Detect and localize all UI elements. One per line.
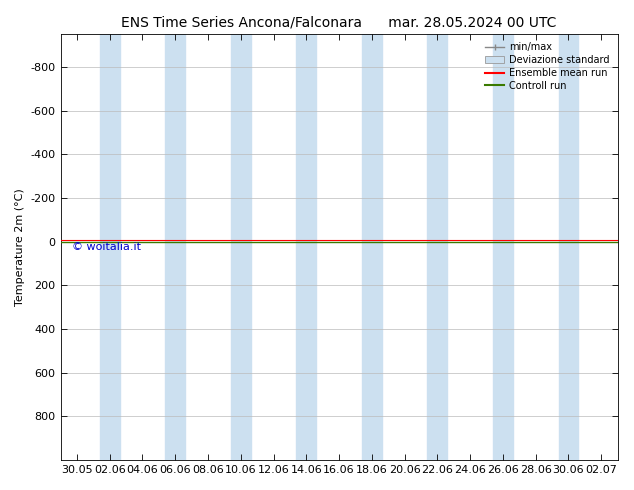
Title: ENS Time Series Ancona/Falconara      mar. 28.05.2024 00 UTC: ENS Time Series Ancona/Falconara mar. 28…: [121, 15, 557, 29]
Bar: [165, 34, 185, 460]
Bar: [493, 34, 513, 460]
Bar: [297, 34, 316, 460]
Bar: [100, 34, 120, 460]
Bar: [231, 34, 250, 460]
Bar: [362, 34, 382, 460]
Text: © woitalia.it: © woitalia.it: [72, 242, 141, 252]
Y-axis label: Temperature 2m (°C): Temperature 2m (°C): [15, 188, 25, 306]
Legend: min/max, Deviazione standard, Ensemble mean run, Controll run: min/max, Deviazione standard, Ensemble m…: [482, 39, 612, 94]
Bar: [559, 34, 578, 460]
Bar: [427, 34, 447, 460]
